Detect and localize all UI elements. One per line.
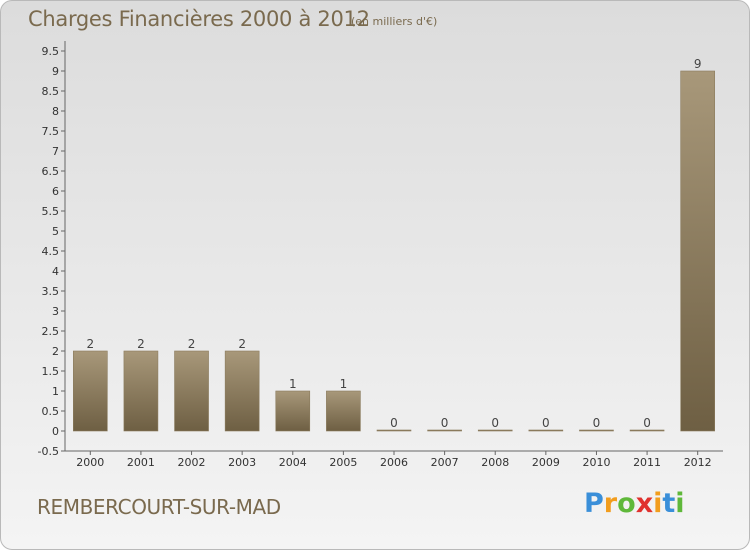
- logo-letter: i: [653, 488, 663, 519]
- bar-2007: [427, 429, 462, 432]
- data-label-2003: 2: [238, 337, 246, 351]
- y-tick-label: 8.5: [42, 85, 60, 98]
- data-label-2011: 0: [643, 416, 651, 430]
- bar-2012: [680, 70, 715, 432]
- bar-2000: [73, 350, 108, 432]
- bar-2011: [629, 429, 665, 432]
- x-tick-label-2006: 2006: [380, 456, 408, 469]
- chart-title: Charges Financières 2000 à 2012: [28, 7, 370, 31]
- logo-letter: r: [603, 488, 618, 519]
- data-label-2002: 2: [188, 337, 196, 351]
- commune-name: REMBERCOURT-SUR-MAD: [37, 495, 281, 519]
- data-label-2009: 0: [542, 416, 550, 430]
- bar-2008: [477, 429, 513, 432]
- data-label-2000: 2: [86, 337, 94, 351]
- data-label-2010: 0: [593, 416, 601, 430]
- data-label-2012: 9: [694, 57, 702, 71]
- y-tick-label: 2: [52, 345, 59, 358]
- bar-2001: [123, 350, 159, 432]
- y-tick-label: 8: [52, 105, 59, 118]
- data-label-2005: 1: [340, 377, 348, 391]
- y-tick-label: 7: [52, 145, 59, 158]
- bar-2004: [275, 390, 311, 432]
- x-tick-label-2008: 2008: [481, 456, 509, 469]
- y-tick-label: 3.5: [42, 285, 60, 298]
- data-label-2008: 0: [491, 416, 499, 430]
- bar-2005: [326, 390, 361, 432]
- x-tick-label-2005: 2005: [329, 456, 357, 469]
- logo-letter: t: [662, 488, 676, 519]
- bar-2010: [579, 429, 614, 432]
- x-tick-label-2003: 2003: [228, 456, 256, 469]
- data-label-2004: 1: [289, 377, 297, 391]
- y-tick-label: 5.5: [42, 205, 60, 218]
- x-tick-label-2007: 2007: [431, 456, 459, 469]
- y-tick-label: 2.5: [42, 325, 60, 338]
- chart-unit-note: (en milliers d'€): [351, 15, 438, 28]
- logo-letter: i: [675, 488, 685, 519]
- x-tick-label-2000: 2000: [76, 456, 104, 469]
- data-label-2001: 2: [137, 337, 145, 351]
- y-tick-label: 1: [52, 385, 59, 398]
- y-tick-label: 0: [52, 425, 59, 438]
- x-tick-label-2002: 2002: [178, 456, 206, 469]
- data-label-2007: 0: [441, 416, 449, 430]
- bar-2009: [528, 429, 564, 432]
- y-tick-label: 6.5: [42, 165, 60, 178]
- x-tick-label-2012: 2012: [684, 456, 712, 469]
- logo-letter: x: [635, 488, 654, 519]
- x-tick-label-2009: 2009: [532, 456, 560, 469]
- y-tick-label: 3: [52, 305, 59, 318]
- x-tick-label-2001: 2001: [127, 456, 155, 469]
- logo-letter: P: [584, 488, 604, 519]
- bar-2003: [224, 350, 260, 432]
- proxiti-logo: Proxiti: [584, 488, 685, 519]
- y-tick-label: 0.5: [42, 405, 60, 418]
- y-tick-label: 5: [52, 225, 59, 238]
- data-label-2006: 0: [390, 416, 398, 430]
- bar-2002: [174, 350, 209, 432]
- y-tick-label: 6: [52, 185, 59, 198]
- y-tick-label: 7.5: [42, 125, 60, 138]
- y-tick-label: 1.5: [42, 365, 60, 378]
- y-tick-label: 4.5: [42, 245, 60, 258]
- bar-2006: [376, 429, 412, 432]
- logo-letter: o: [617, 488, 636, 519]
- x-tick-label-2004: 2004: [279, 456, 307, 469]
- x-tick-label-2011: 2011: [633, 456, 661, 469]
- y-tick-label: 4: [52, 265, 59, 278]
- y-tick-label: 9: [52, 65, 59, 78]
- x-tick-label-2010: 2010: [582, 456, 610, 469]
- y-tick-label: 9.5: [42, 45, 60, 58]
- y-tick-label: -0.5: [38, 445, 59, 458]
